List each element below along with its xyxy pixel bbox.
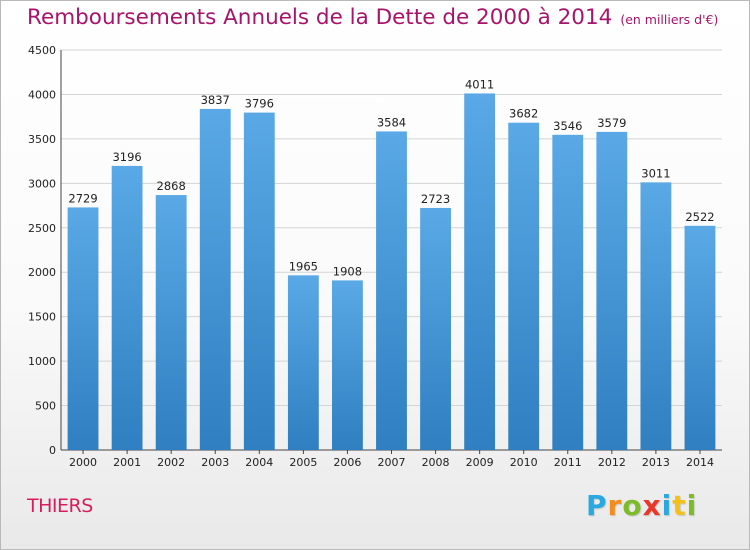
data-label: 3579 [597,116,626,130]
data-label: 3011 [641,166,670,180]
x-tick-label: 2001 [113,456,141,469]
x-tick-label: 2000 [69,456,97,469]
bar [376,131,407,450]
logo-letter: o [622,489,643,522]
x-tick-label: 2009 [466,456,494,469]
data-label: 3796 [245,97,274,111]
data-label: 2522 [685,210,714,224]
bar [596,131,628,450]
data-label: 3546 [553,119,582,133]
proxiti-logo: Proxiti [586,489,697,522]
y-tick-label: 2000 [28,266,56,279]
title-text: Remboursements Annuels de la Dette de 20… [27,5,613,30]
x-tick-label: 2002 [157,456,185,469]
y-tick-label: 1000 [28,355,56,368]
city-name: THIERS [27,495,93,517]
data-label: 1965 [289,259,318,273]
y-tick-label: 4500 [28,44,56,57]
y-tick-label: 4000 [28,88,56,101]
logo-letter: i [661,489,673,522]
data-label: 3682 [509,107,538,121]
bar [684,225,716,450]
bar [508,122,540,450]
x-tick-label: 2008 [422,456,450,469]
x-tick-label: 2005 [289,456,317,469]
x-tick-label: 2014 [686,456,714,469]
y-tick-label: 1500 [28,311,56,324]
x-tick-label: 2011 [554,456,582,469]
x-tick-label: 2004 [245,456,273,469]
x-tick-label: 2003 [201,456,229,469]
y-tick-label: 0 [49,444,56,457]
x-tick-label: 2010 [510,456,538,469]
title-unit: (en milliers d'€) [620,12,719,27]
data-label: 4011 [465,77,494,91]
y-tick-label: 3000 [28,177,56,190]
bar [287,275,319,450]
x-tick-label: 2006 [333,456,361,469]
data-label: 3837 [201,93,230,107]
y-tick-label: 500 [35,400,56,413]
x-tick-label: 2012 [598,456,626,469]
bar [640,182,672,450]
chart-title: Remboursements Annuels de la Dette de 20… [27,5,718,30]
x-tick-label: 2007 [378,456,406,469]
data-label: 1908 [333,264,362,278]
bar [155,195,187,450]
data-label: 2723 [421,192,450,206]
data-label: 2729 [68,191,97,205]
logo-letter: P [586,489,608,522]
logo-letter: t [672,489,687,522]
x-tick-label: 2013 [642,456,670,469]
data-label: 3584 [377,115,406,129]
bar [420,207,451,450]
logo-letter: r [607,489,623,522]
logo-letter: x [642,489,662,522]
logo-letter: i [686,489,698,522]
bar [332,280,363,450]
bar [243,112,275,451]
bar [552,134,584,451]
y-tick-label: 3500 [28,133,56,146]
data-label: 3196 [112,150,141,164]
bar [199,108,231,450]
bar [464,93,496,450]
bar [67,207,99,450]
data-label: 2868 [157,179,186,193]
bar [111,165,143,450]
y-tick-label: 2500 [28,222,56,235]
